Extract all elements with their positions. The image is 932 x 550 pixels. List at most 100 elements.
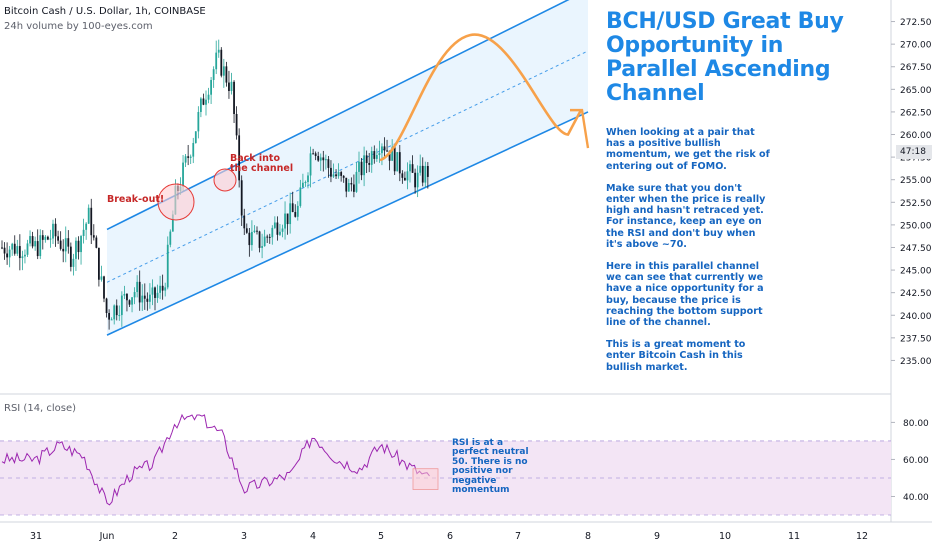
candle-body xyxy=(419,165,422,173)
candle-body xyxy=(314,153,317,156)
idea-title: BCH/USD Great Buy Opportunity in Paralle… xyxy=(606,9,844,106)
candle-body xyxy=(309,153,312,176)
candle-body xyxy=(299,187,302,206)
candle-body xyxy=(110,319,113,321)
candle-body xyxy=(118,315,121,317)
price-tick-label: 267.50 xyxy=(900,63,932,73)
projection-arrowhead[interactable] xyxy=(570,108,590,149)
candle-body xyxy=(424,166,427,183)
candle-body xyxy=(235,113,238,136)
candle-body xyxy=(123,293,126,296)
candle-body xyxy=(401,173,404,178)
candle-body xyxy=(151,287,154,295)
candle-body xyxy=(228,82,230,91)
price-axis[interactable]: 272.50270.00267.50265.00262.50260.00257.… xyxy=(891,18,932,503)
candle-body xyxy=(212,69,215,80)
candle-body xyxy=(57,236,59,241)
candle-body xyxy=(184,156,187,163)
rsi-tick-label: 40.00 xyxy=(903,493,929,503)
rsi-tick-label: 80.00 xyxy=(903,419,929,429)
candle-body xyxy=(100,276,103,280)
price-tick-label: 255.00 xyxy=(900,176,932,186)
price-tick-label: 245.00 xyxy=(900,267,932,277)
candle-body xyxy=(251,231,253,246)
candle-body xyxy=(391,147,394,161)
candle-body xyxy=(388,150,391,161)
channel-median-line[interactable] xyxy=(106,50,589,283)
candle-body xyxy=(398,152,401,174)
candle-body xyxy=(347,182,350,192)
candle-body xyxy=(138,281,141,303)
price-tick-label: 272.50 xyxy=(900,18,932,28)
callout-circles[interactable] xyxy=(157,168,237,221)
candle-body xyxy=(105,298,108,314)
candle-body xyxy=(426,166,429,177)
candle-body xyxy=(330,167,332,177)
candle-body xyxy=(67,238,70,247)
candle-body xyxy=(284,213,286,229)
projection-arrow[interactable] xyxy=(379,33,590,162)
candle-body xyxy=(207,94,210,100)
candle-body xyxy=(133,292,136,298)
time-axis[interactable]: 31 Jun 2 3 4 5 6 7 8 9 10 11 12 xyxy=(30,531,868,542)
candle-body xyxy=(3,247,6,254)
time-tick-label: 3 xyxy=(241,531,247,542)
candle-body xyxy=(381,146,383,154)
rsi-label: RSI (14, close) xyxy=(4,403,77,414)
candle-body xyxy=(302,182,304,188)
breakout-circle[interactable] xyxy=(157,183,195,221)
candle-body xyxy=(281,228,284,232)
candle-body xyxy=(286,213,289,225)
back-in-circle[interactable] xyxy=(213,168,237,192)
breakout-callout: Break-out! xyxy=(107,194,165,205)
candle-body xyxy=(378,153,381,156)
candle-body xyxy=(365,155,368,164)
candle-body xyxy=(126,293,128,301)
candlestick-series xyxy=(1,39,429,330)
candle-body xyxy=(317,155,320,161)
candle-body xyxy=(271,227,274,238)
candle-body xyxy=(143,295,146,299)
candle-body xyxy=(85,223,88,230)
candle-body xyxy=(245,228,248,233)
time-tick-label: 10 xyxy=(719,531,731,542)
candle-body xyxy=(414,172,416,188)
candle-body xyxy=(240,180,243,216)
candle-body xyxy=(375,155,378,159)
rsi-note: RSI is at a perfect neutral 50. There is… xyxy=(452,438,529,496)
parallel-channel[interactable] xyxy=(106,0,589,336)
candle-body xyxy=(18,246,21,259)
candle-body xyxy=(230,81,233,91)
candle-body xyxy=(161,285,164,291)
channel-fill xyxy=(107,0,588,336)
candle-body xyxy=(217,49,220,53)
rsi-tick-label: 60.00 xyxy=(903,456,929,466)
candle-body xyxy=(340,172,343,176)
candle-body xyxy=(108,313,110,320)
candle-body xyxy=(291,203,294,213)
candle-body xyxy=(279,231,281,235)
candle-body xyxy=(396,152,399,172)
channel-lower-line[interactable] xyxy=(106,111,589,336)
candle-body xyxy=(80,236,82,253)
price-tick-label: 270.00 xyxy=(900,41,932,51)
candle-body xyxy=(141,295,144,303)
candle-body xyxy=(220,49,223,76)
projection-path[interactable] xyxy=(379,33,582,162)
candle-body xyxy=(47,236,49,240)
time-tick-label: 5 xyxy=(378,531,384,542)
candle-body xyxy=(187,156,190,158)
note-paragraph: When looking at a pair that has a positi… xyxy=(606,127,770,172)
candle-body xyxy=(44,236,47,240)
candle-body xyxy=(337,172,340,177)
price-tick-label: 252.50 xyxy=(900,199,932,209)
candle-body xyxy=(355,171,358,192)
note-paragraph: Here in this parallel channel we can see… xyxy=(606,261,764,329)
candle-body xyxy=(24,254,26,257)
candle-body xyxy=(49,238,52,240)
time-tick-label: Jun xyxy=(99,531,115,542)
candle-body xyxy=(92,235,95,238)
candle-body xyxy=(322,157,325,161)
candle-body xyxy=(64,238,67,252)
